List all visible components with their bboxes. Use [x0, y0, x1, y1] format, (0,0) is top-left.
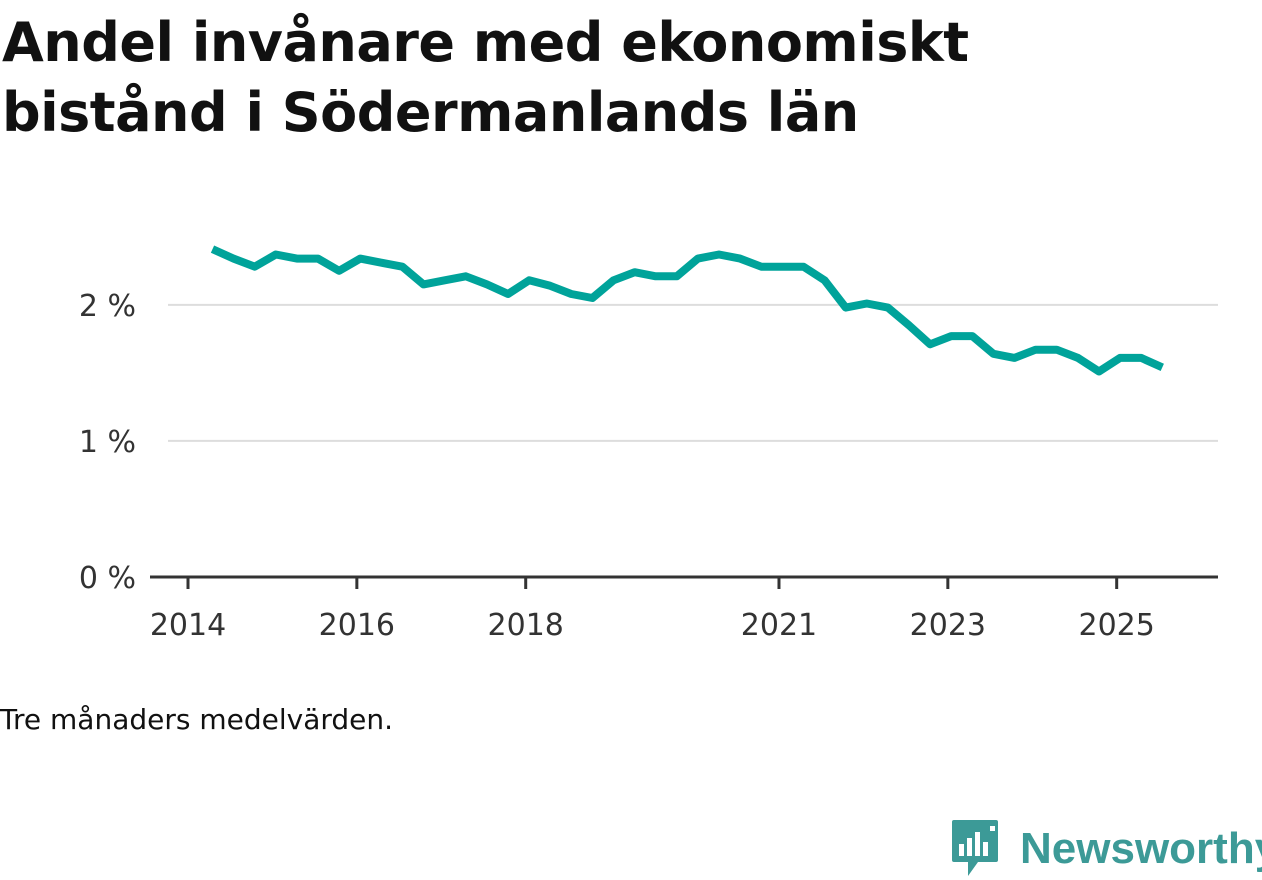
chart-caption: Tre månaders medelvärden.: [0, 703, 393, 736]
series-layer: [212, 249, 1162, 372]
x-tick-label: 2018: [488, 608, 564, 643]
newsworthy-logo-icon: [950, 818, 1000, 880]
y-axis-labels: 0 % 1 % 2 %: [79, 289, 136, 596]
x-axis: [150, 577, 1218, 589]
x-tick-label: 2014: [150, 608, 226, 643]
x-tick-label: 2023: [910, 608, 986, 643]
newsworthy-logo: Newsworthy: [950, 818, 1262, 880]
series-line-0: [213, 249, 1163, 371]
y-tick-label: 2 %: [79, 289, 136, 324]
gridlines: [168, 305, 1218, 441]
y-tick-label: 0 %: [79, 561, 136, 596]
x-tick-label: 2016: [319, 608, 395, 643]
newsworthy-logo-text: Newsworthy: [1020, 824, 1262, 874]
x-tick-label: 2025: [1079, 608, 1155, 643]
y-tick-label: 1 %: [79, 425, 136, 460]
x-axis-labels: 2014 2016 2018 2021 2023 2025: [150, 608, 1155, 643]
x-tick-label: 2021: [741, 608, 817, 643]
